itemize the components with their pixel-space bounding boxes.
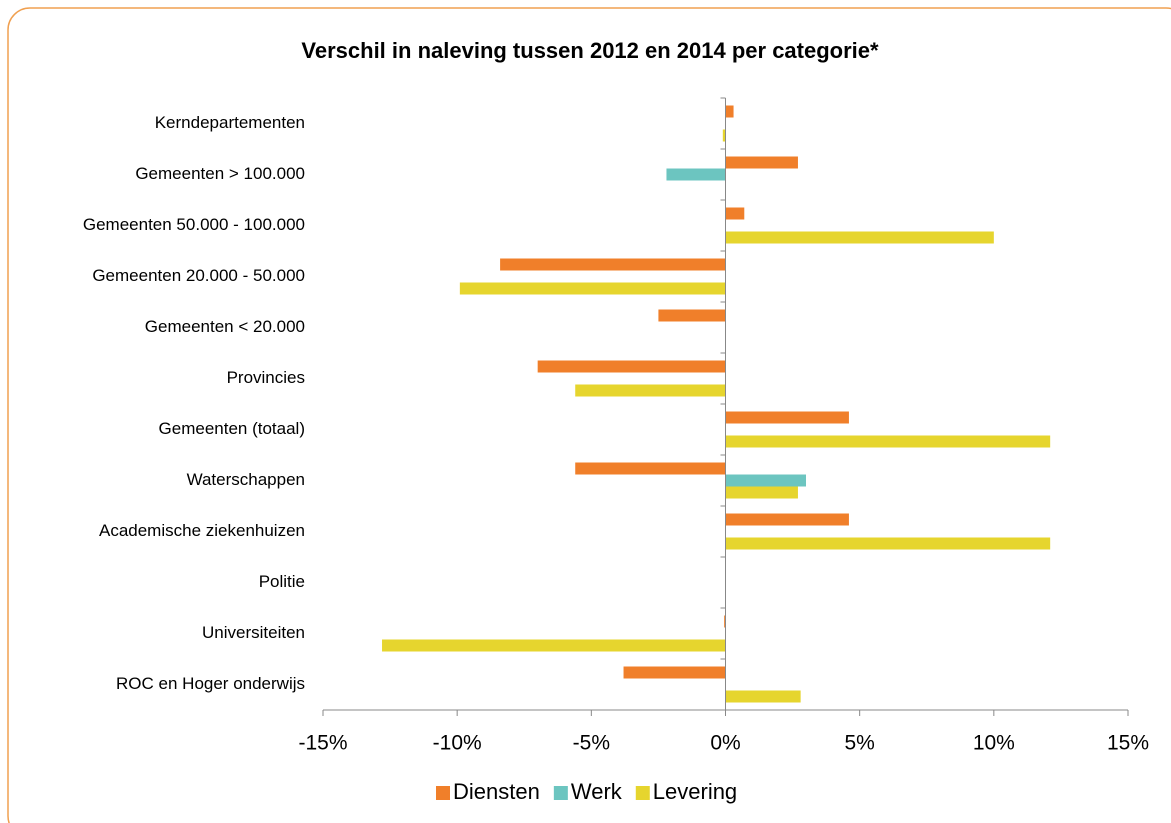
bar (725, 690, 801, 703)
bar (725, 207, 745, 220)
bar (725, 156, 798, 169)
y-tick-label: Provincies (227, 368, 305, 387)
y-tick-label: Gemeenten (totaal) (159, 419, 305, 438)
y-tick-label: Gemeenten 50.000 - 100.000 (83, 215, 305, 234)
bar (459, 282, 726, 295)
legend-label: Diensten (453, 779, 540, 804)
y-tick-label: Gemeenten < 20.000 (145, 317, 305, 336)
bar (575, 462, 726, 475)
y-tick-label: Gemeenten 20.000 - 50.000 (92, 266, 305, 285)
bar (666, 168, 726, 181)
bar (725, 411, 849, 424)
y-tick-label: Waterschappen (187, 470, 305, 489)
bar (537, 360, 726, 373)
x-tick-label: -10% (433, 732, 482, 755)
legend-swatch (635, 786, 650, 800)
legend-label: Levering (653, 779, 737, 804)
bar (725, 486, 798, 499)
bar (725, 105, 734, 118)
bar (725, 231, 994, 244)
x-tick-label: -15% (298, 732, 347, 755)
x-tick-label: 15% (1107, 732, 1149, 755)
bar (623, 666, 726, 679)
y-tick-label: Kerndepartementen (155, 113, 305, 132)
x-tick-label: 10% (973, 732, 1015, 755)
y-tick-label: Gemeenten > 100.000 (135, 164, 305, 183)
bar (724, 615, 726, 628)
bar (575, 384, 726, 397)
y-tick-label: ROC en Hoger onderwijs (116, 674, 305, 693)
legend-swatch (553, 786, 568, 800)
bar (725, 537, 1051, 550)
x-tick-label: 5% (844, 732, 874, 755)
y-tick-label: Academische ziekenhuizen (99, 521, 305, 540)
y-tick-label: Politie (259, 572, 305, 591)
bar (725, 474, 806, 487)
legend-label: Werk (571, 779, 623, 804)
frame (7, 7, 1171, 823)
x-tick-label: -5% (573, 732, 610, 755)
bar (725, 435, 1051, 448)
bar (658, 309, 726, 322)
y-tick-label: Universiteiten (202, 623, 305, 642)
legend-swatch (436, 786, 450, 800)
bar (725, 513, 849, 526)
bar (382, 639, 726, 652)
bar (500, 258, 726, 271)
chart-title: Verschil in naleving tussen 2012 en 2014… (301, 38, 879, 63)
x-tick-label: 0% (710, 732, 740, 755)
bar (722, 129, 726, 142)
